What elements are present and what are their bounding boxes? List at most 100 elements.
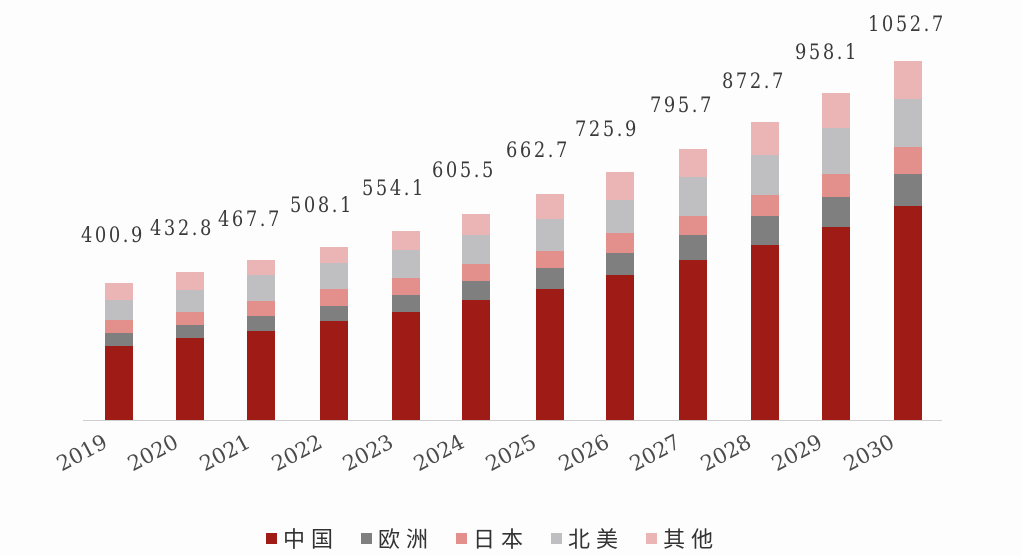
total-label: 1052.7 bbox=[868, 12, 946, 36]
bar-segment-0 bbox=[606, 275, 634, 420]
bar-segment-2 bbox=[462, 263, 490, 281]
bar-segment-1 bbox=[176, 325, 204, 339]
legend-item: 欧洲 bbox=[361, 522, 434, 554]
bar-segment-0 bbox=[392, 311, 420, 420]
bar-segment-3 bbox=[751, 155, 779, 195]
bar-segment-3 bbox=[247, 275, 275, 301]
total-label: 400.9 bbox=[81, 223, 145, 247]
legend-label: 中国 bbox=[283, 528, 340, 553]
bar-segment-1 bbox=[606, 253, 634, 276]
x-tick-label: 2027 bbox=[625, 429, 685, 476]
bar-segment-0 bbox=[176, 338, 204, 420]
bar-segment-3 bbox=[176, 290, 204, 313]
bar-2026 bbox=[606, 172, 634, 420]
total-label: 432.8 bbox=[150, 216, 214, 240]
bar-segment-4 bbox=[176, 272, 204, 291]
legend-item: 日本 bbox=[456, 522, 529, 554]
bar-segment-1 bbox=[822, 196, 850, 227]
total-label: 958.1 bbox=[795, 40, 859, 64]
bar-2019 bbox=[105, 283, 133, 420]
bar-segment-2 bbox=[247, 300, 275, 316]
x-tick-label: 2024 bbox=[409, 429, 469, 476]
total-label: 662.7 bbox=[506, 138, 570, 162]
bar-segment-1 bbox=[247, 315, 275, 331]
total-label: 872.7 bbox=[722, 69, 786, 93]
bar-segment-2 bbox=[894, 147, 922, 175]
bar-segment-4 bbox=[606, 172, 634, 201]
bar-segment-0 bbox=[105, 346, 133, 420]
bar-segment-2 bbox=[822, 174, 850, 197]
bar-2028 bbox=[751, 122, 779, 420]
bar-2020 bbox=[176, 272, 204, 420]
total-label: 508.1 bbox=[290, 193, 354, 217]
bar-segment-0 bbox=[822, 226, 850, 420]
bar-segment-0 bbox=[247, 330, 275, 420]
bar-2030 bbox=[894, 60, 922, 420]
legend-label: 欧洲 bbox=[378, 528, 435, 553]
bar-segment-4 bbox=[320, 246, 348, 264]
bar-segment-4 bbox=[536, 193, 564, 219]
x-tick-label: 2025 bbox=[481, 429, 541, 476]
bar-segment-3 bbox=[320, 263, 348, 290]
bar-segment-4 bbox=[392, 231, 420, 250]
bar-segment-0 bbox=[462, 299, 490, 420]
bar-segment-2 bbox=[320, 289, 348, 307]
x-tick-label: 2020 bbox=[123, 429, 183, 476]
legend-item: 中国 bbox=[266, 522, 339, 554]
total-label: 725.9 bbox=[575, 117, 639, 141]
bar-segment-0 bbox=[679, 260, 707, 420]
bar-segment-1 bbox=[679, 235, 707, 261]
legend-swatch-icon bbox=[361, 532, 373, 544]
bar-segment-0 bbox=[894, 206, 922, 420]
total-label: 605.5 bbox=[432, 158, 496, 182]
bar-segment-2 bbox=[606, 233, 634, 254]
bar-segment-2 bbox=[176, 312, 204, 326]
legend: 中国 欧洲 日本 北美 其他 bbox=[266, 522, 741, 554]
bar-segment-2 bbox=[679, 216, 707, 236]
bar-segment-4 bbox=[894, 60, 922, 100]
x-tick-label: 2026 bbox=[554, 429, 614, 476]
bar-segment-1 bbox=[536, 267, 564, 290]
bar-segment-1 bbox=[320, 306, 348, 322]
legend-swatch-icon bbox=[456, 532, 468, 544]
legend-item: 其他 bbox=[646, 522, 719, 554]
bar-segment-4 bbox=[751, 122, 779, 156]
x-axis-line bbox=[83, 420, 942, 421]
bar-2024 bbox=[462, 213, 490, 420]
legend-swatch-icon bbox=[266, 532, 277, 544]
x-tick-label: 2022 bbox=[267, 429, 327, 476]
bar-segment-1 bbox=[392, 294, 420, 312]
bar-2022 bbox=[320, 246, 348, 420]
bar-2021 bbox=[247, 260, 275, 420]
bar-segment-1 bbox=[462, 280, 490, 300]
bar-segment-4 bbox=[822, 93, 850, 129]
legend-swatch-icon bbox=[551, 532, 563, 544]
bar-segment-3 bbox=[536, 218, 564, 251]
bar-segment-4 bbox=[462, 213, 490, 235]
bar-segment-4 bbox=[679, 148, 707, 178]
legend-swatch-icon bbox=[646, 532, 658, 544]
total-label: 795.7 bbox=[650, 93, 714, 117]
x-tick-label: 2028 bbox=[696, 429, 756, 476]
total-label: 554.1 bbox=[362, 176, 426, 200]
x-tick-label: 2019 bbox=[52, 429, 112, 476]
legend-label: 日本 bbox=[473, 528, 530, 553]
x-tick-label: 2029 bbox=[767, 429, 827, 476]
bar-segment-0 bbox=[751, 245, 779, 420]
bar-segment-1 bbox=[894, 174, 922, 207]
bar-segment-3 bbox=[392, 249, 420, 278]
total-label: 467.7 bbox=[218, 207, 282, 231]
x-tick-label: 2021 bbox=[195, 429, 255, 476]
bar-2027 bbox=[679, 148, 707, 420]
bar-2025 bbox=[536, 193, 564, 420]
bar-segment-2 bbox=[751, 194, 779, 217]
bar-segment-1 bbox=[105, 333, 133, 346]
bar-segment-3 bbox=[462, 234, 490, 264]
legend-item: 北美 bbox=[551, 522, 624, 554]
bar-segment-4 bbox=[105, 283, 133, 300]
bar-segment-3 bbox=[822, 128, 850, 175]
bar-segment-2 bbox=[392, 277, 420, 295]
bar-segment-0 bbox=[536, 289, 564, 420]
bar-segment-2 bbox=[105, 320, 133, 334]
